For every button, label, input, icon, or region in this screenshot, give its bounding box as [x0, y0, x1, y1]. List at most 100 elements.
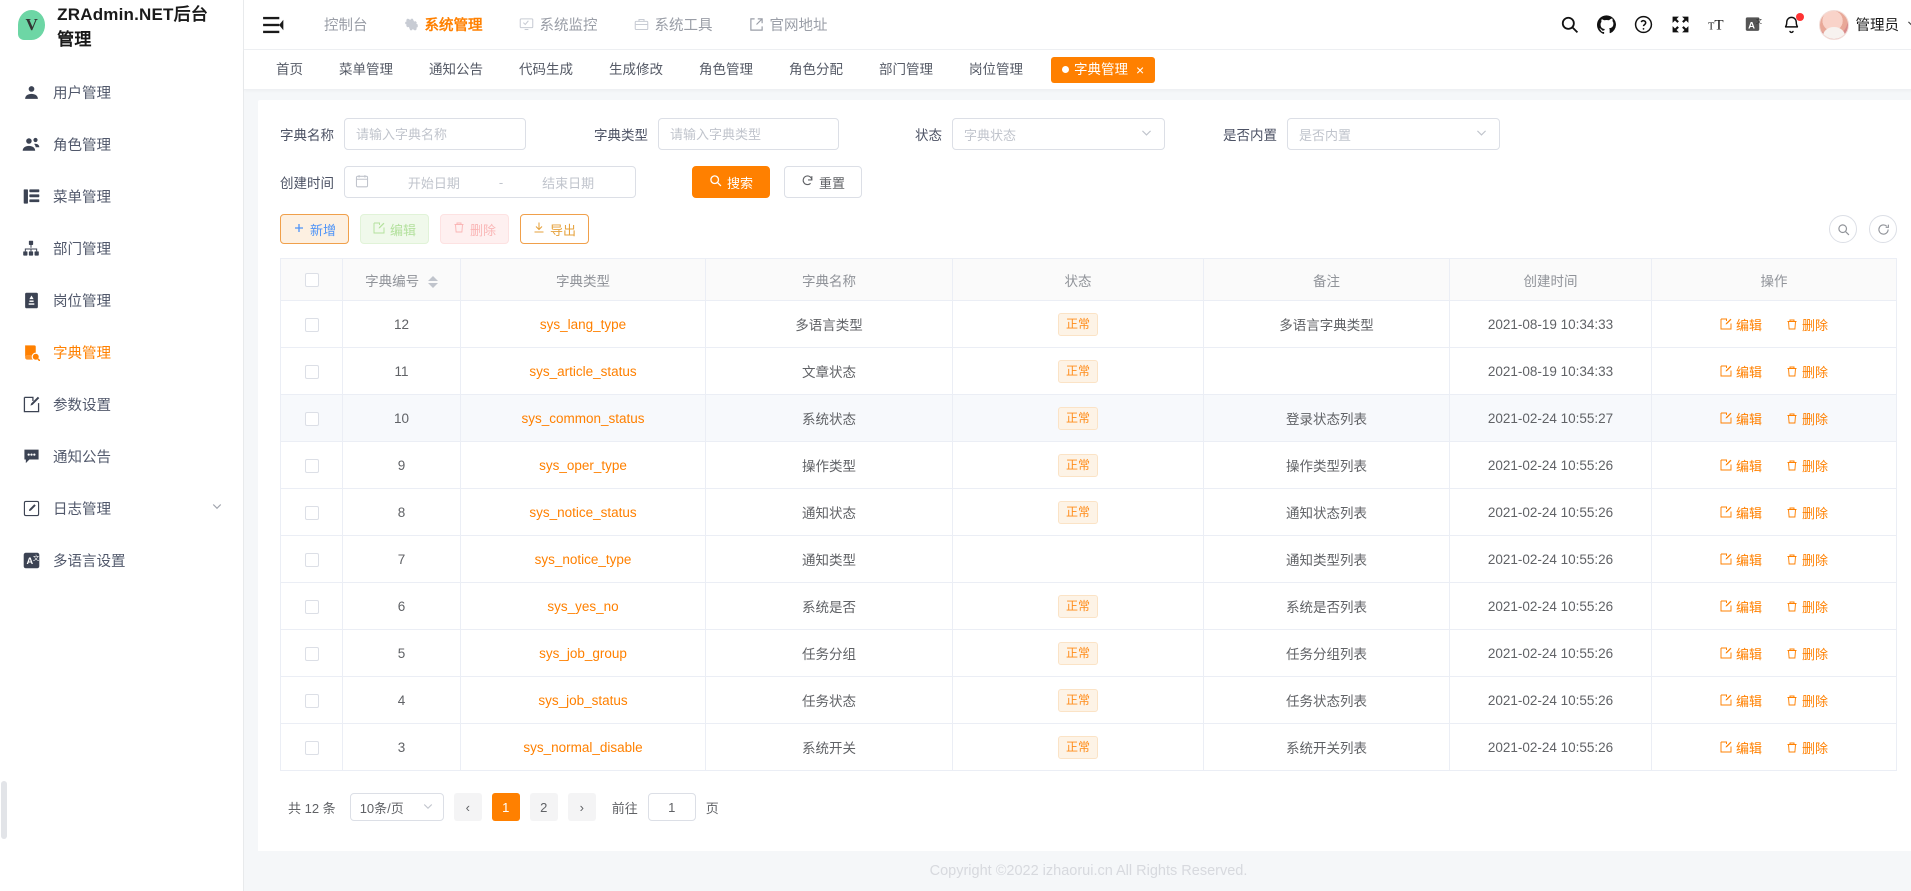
row-edit-button[interactable]: 编辑	[1720, 456, 1762, 475]
page-button-2[interactable]: 2	[529, 793, 558, 821]
page-size-select[interactable]: 10条/页	[349, 793, 444, 821]
table-row[interactable]: 7 sys_notice_type 通知类型 通知类型列表 2021-02-24 10:…	[280, 535, 1897, 583]
dict-type-link[interactable]: sys_oper_type	[539, 457, 627, 473]
table-row[interactable]: 12 sys_lang_type 多语言类型 正常 多语言字典类型 2021-08-19 …	[280, 300, 1897, 348]
sidebar-item-log-management[interactable]: 日志管理	[0, 482, 243, 534]
status-select[interactable]: 字典状态	[952, 118, 1165, 150]
chevron-down-icon[interactable]	[1906, 17, 1911, 33]
tab-post-management[interactable]: 岗位管理	[951, 50, 1041, 90]
table-row[interactable]: 5 sys_job_group 任务分组 正常 任务分组列表 2021-02-24 10:…	[280, 629, 1897, 677]
refresh-icon[interactable]	[1869, 215, 1897, 243]
row-checkbox[interactable]	[304, 599, 319, 614]
topnav-item-official-site[interactable]: 官网地址	[731, 0, 846, 50]
row-checkbox[interactable]	[304, 552, 319, 567]
close-icon[interactable]: ×	[1136, 61, 1145, 78]
topnav-item-system-tools[interactable]: 系统工具	[616, 0, 731, 50]
dict-type-link[interactable]: sys_lang_type	[539, 316, 627, 332]
add-button[interactable]: 新增	[280, 214, 350, 244]
next-page-button[interactable]: ›	[567, 793, 596, 821]
dict-type-link[interactable]: sys_common_status	[521, 410, 645, 426]
row-edit-button[interactable]: 编辑	[1720, 362, 1762, 381]
builtin-select[interactable]: 是否内置	[1287, 118, 1500, 150]
tab-code-generation[interactable]: 代码生成	[501, 50, 591, 90]
row-delete-button[interactable]: 删除	[1786, 362, 1828, 381]
table-row[interactable]: 10 sys_common_status 系统状态 正常 登录状态列表 2021-02-2…	[280, 394, 1897, 442]
table-row[interactable]: 9 sys_oper_type 操作类型 正常 操作类型列表 2021-02-24 10:…	[280, 441, 1897, 489]
page-button-1[interactable]: 1	[491, 793, 520, 821]
row-delete-button[interactable]: 删除	[1786, 597, 1828, 616]
row-checkbox[interactable]	[304, 740, 319, 755]
delete-button[interactable]: 删除	[440, 214, 510, 244]
row-edit-button[interactable]: 编辑	[1720, 409, 1762, 428]
dict-type-input[interactable]	[658, 118, 839, 150]
sidebar-item-dept-management[interactable]: 部门管理	[0, 222, 243, 274]
dict-type-link[interactable]: sys_notice_status	[529, 504, 637, 520]
export-button[interactable]: 导出	[520, 214, 590, 244]
row-edit-button[interactable]: 编辑	[1720, 597, 1762, 616]
sort-icon[interactable]	[427, 275, 438, 288]
tab-menu-management[interactable]: 菜单管理	[321, 50, 411, 90]
topnav-item-console[interactable]: 控制台	[306, 0, 386, 50]
row-checkbox[interactable]	[304, 505, 319, 520]
topnav-item-system-management[interactable]: 系统管理	[386, 0, 501, 50]
question-circle-icon[interactable]	[1634, 15, 1653, 34]
row-delete-button[interactable]: 删除	[1786, 315, 1828, 334]
dict-type-link[interactable]: sys_yes_no	[547, 598, 619, 614]
table-row[interactable]: 4 sys_job_status 任务状态 正常 任务状态列表 2021-02-24 10…	[280, 676, 1897, 724]
dict-type-link[interactable]: sys_job_group	[539, 645, 627, 661]
dict-type-link[interactable]: sys_normal_disable	[523, 739, 643, 755]
tab-role-management[interactable]: 角色管理	[681, 50, 771, 90]
sidebar-item-dict-management[interactable]: 字典管理	[0, 326, 243, 378]
sidebar-item-notice[interactable]: 通知公告	[0, 430, 243, 482]
bell-icon[interactable]	[1782, 13, 1804, 34]
user-menu[interactable]: 管理员	[1818, 9, 1911, 40]
prev-page-button[interactable]: ‹	[453, 793, 482, 821]
column-dict-id[interactable]: 字典编号	[342, 258, 461, 301]
row-edit-button[interactable]: 编辑	[1720, 550, 1762, 569]
row-delete-button[interactable]: 删除	[1786, 738, 1828, 757]
search-icon[interactable]	[1560, 15, 1579, 34]
table-row[interactable]: 8 sys_notice_status 通知状态 正常 通知状态列表 2021-02-24…	[280, 488, 1897, 536]
brand[interactable]: V ZRAdmin.NET后台管理	[0, 0, 243, 50]
tab-generation-edit[interactable]: 生成修改	[591, 50, 681, 90]
row-delete-button[interactable]: 删除	[1786, 456, 1828, 475]
row-delete-button[interactable]: 删除	[1786, 409, 1828, 428]
tab-home[interactable]: 首页	[258, 50, 321, 90]
row-checkbox[interactable]	[304, 317, 319, 332]
sidebar-item-param-settings[interactable]: 参数设置	[0, 378, 243, 430]
edit-button[interactable]: 编辑	[360, 214, 430, 244]
select-all-checkbox[interactable]	[304, 273, 319, 288]
row-edit-button[interactable]: 编辑	[1720, 644, 1762, 663]
row-edit-button[interactable]: 编辑	[1720, 315, 1762, 334]
sidebar-item-role-management[interactable]: 角色管理	[0, 118, 243, 170]
dict-type-link[interactable]: sys_article_status	[529, 363, 637, 379]
tab-role-assignment[interactable]: 角色分配	[771, 50, 861, 90]
github-icon[interactable]	[1596, 15, 1616, 34]
table-row[interactable]: 3 sys_normal_disable 系统开关 正常 系统开关列表 2021-02-2…	[280, 723, 1897, 771]
sidebar-item-post-management[interactable]: 岗位管理	[0, 274, 243, 326]
row-delete-button[interactable]: 删除	[1786, 644, 1828, 663]
row-checkbox[interactable]	[304, 646, 319, 661]
tab-dict-management[interactable]: 字典管理 ×	[1051, 56, 1156, 83]
dict-name-input[interactable]	[344, 118, 526, 150]
row-edit-button[interactable]: 编辑	[1720, 738, 1762, 757]
tab-notice[interactable]: 通知公告	[411, 50, 501, 90]
row-edit-button[interactable]: 编辑	[1720, 503, 1762, 522]
fullscreen-icon[interactable]	[1671, 15, 1690, 34]
row-edit-button[interactable]: 编辑	[1720, 691, 1762, 710]
row-delete-button[interactable]: 删除	[1786, 550, 1828, 569]
row-checkbox[interactable]	[304, 411, 319, 426]
create-time-daterange[interactable]: 开始日期 - 结束日期	[344, 166, 636, 198]
row-checkbox[interactable]	[304, 364, 319, 379]
row-checkbox[interactable]	[304, 458, 319, 473]
sidebar-toggle-button[interactable]	[252, 0, 294, 50]
search-icon[interactable]	[1829, 215, 1857, 243]
start-date-input[interactable]: 开始日期	[407, 175, 460, 191]
search-button[interactable]: 搜索	[692, 166, 771, 198]
row-delete-button[interactable]: 删除	[1786, 691, 1828, 710]
chevron-down-icon[interactable]	[211, 500, 223, 516]
sidebar-item-user-management[interactable]: 用户管理	[0, 66, 243, 118]
